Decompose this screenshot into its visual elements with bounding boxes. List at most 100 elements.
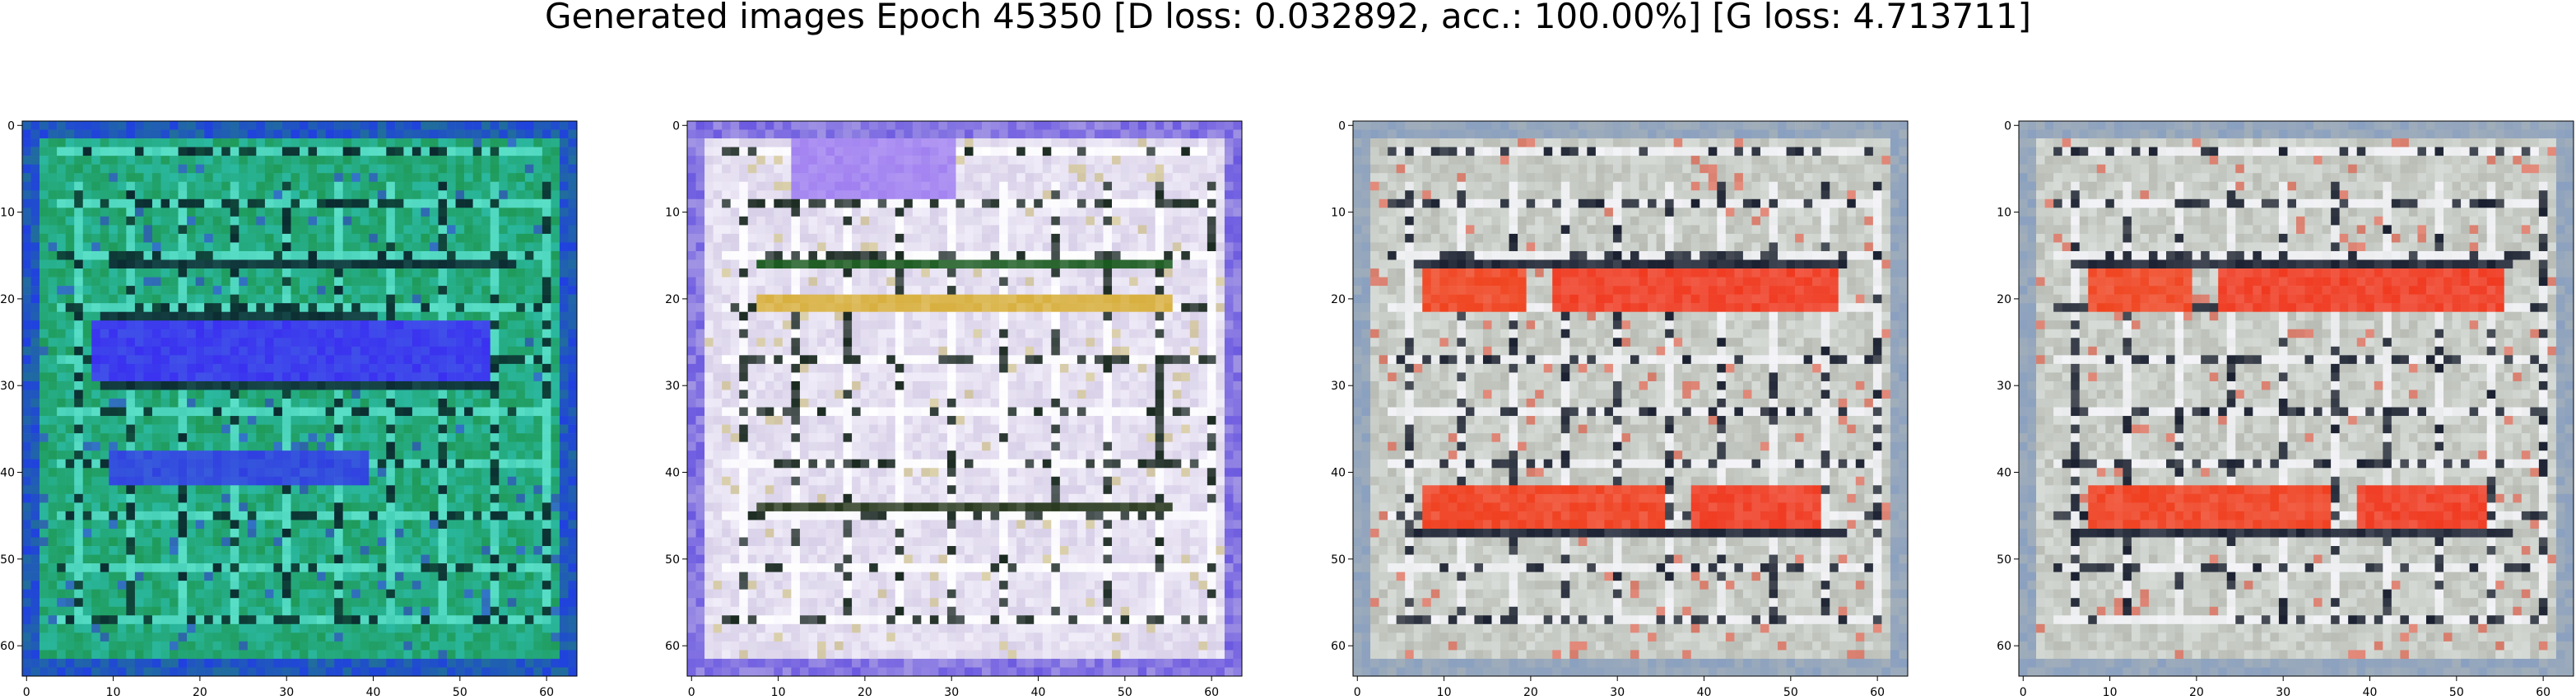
pixel: [265, 303, 274, 312]
pixel: [239, 546, 248, 555]
pixel: [309, 667, 318, 676]
pixel: [756, 173, 765, 182]
pixel: [568, 156, 577, 165]
pixel: [309, 650, 318, 659]
pixel: [473, 590, 482, 599]
pixel: [161, 650, 170, 659]
pixel: [213, 624, 222, 633]
pixel: [1016, 138, 1025, 147]
pixel: [991, 234, 1000, 243]
pixel: [542, 563, 551, 572]
pixel: [551, 433, 560, 442]
pixel: [886, 234, 895, 243]
pixel: [464, 468, 473, 477]
pixel: [221, 615, 230, 624]
pixel: [40, 520, 49, 529]
pixel: [74, 182, 83, 191]
pixel: [179, 511, 188, 520]
pixel: [265, 520, 274, 529]
pixel: [774, 208, 783, 217]
pixel: [551, 502, 560, 511]
pixel: [430, 546, 439, 555]
pixel: [982, 165, 991, 174]
pixel: [1016, 190, 1025, 199]
pixel: [126, 251, 135, 260]
pixel: [464, 381, 473, 390]
pixel: [861, 217, 870, 226]
pixel: [421, 251, 430, 260]
pixel: [1181, 190, 1190, 199]
pixel: [456, 268, 465, 278]
pixel: [533, 286, 542, 295]
pixel: [378, 563, 387, 572]
pixel: [360, 234, 370, 243]
pixel: [1138, 225, 1147, 234]
pixel: [351, 520, 360, 529]
pixel: [282, 242, 291, 251]
pixel: [568, 590, 577, 599]
pixel: [826, 234, 835, 243]
pixel: [31, 364, 40, 373]
pixel: [447, 251, 456, 260]
pixel: [343, 355, 352, 364]
pixel: [143, 338, 152, 347]
pixel: [1016, 182, 1025, 191]
pixel: [100, 355, 109, 364]
pixel: [239, 320, 248, 329]
pixel: [791, 199, 800, 208]
pixel: [360, 520, 370, 529]
pixel: [204, 408, 213, 417]
pixel: [91, 502, 100, 511]
pixel: [473, 338, 482, 347]
pixel: [248, 659, 257, 668]
pixel: [309, 433, 318, 442]
pixel: [291, 242, 300, 251]
pixel: [473, 494, 482, 503]
pixel: [516, 399, 525, 408]
pixel: [525, 338, 534, 347]
pixel: [895, 234, 904, 243]
pixel: [774, 173, 783, 182]
pixel: [551, 268, 560, 278]
pixel: [273, 590, 282, 599]
pixel: [326, 442, 335, 451]
pixel: [49, 225, 58, 234]
pixel: [516, 372, 525, 381]
pixel: [835, 130, 844, 139]
pixel: [213, 659, 222, 668]
pixel: [230, 450, 239, 460]
pixel: [109, 364, 118, 373]
pixel: [265, 581, 274, 590]
pixel: [369, 268, 378, 278]
pixel: [326, 416, 335, 425]
pixel: [395, 138, 404, 147]
pixel: [386, 364, 395, 373]
pixel: [869, 147, 878, 156]
pixel: [1216, 165, 1225, 174]
pixel: [861, 173, 870, 182]
pixel: [230, 502, 239, 511]
pixel: [378, 615, 387, 624]
pixel: [956, 208, 965, 217]
pixel: [221, 121, 230, 130]
pixel: [204, 494, 213, 503]
pixel: [109, 295, 118, 304]
pixel: [317, 546, 326, 555]
pixel: [913, 138, 922, 147]
pixel: [439, 156, 448, 165]
pixel: [447, 199, 456, 208]
pixel: [696, 190, 705, 199]
pixel: [118, 242, 127, 251]
pixel: [256, 450, 265, 460]
pixel: [1016, 165, 1025, 174]
pixel: [109, 312, 118, 321]
pixel: [100, 460, 109, 469]
pixel: [256, 130, 265, 139]
pixel: [473, 347, 482, 356]
x-tick-label: 10: [106, 686, 121, 699]
pixel: [1043, 121, 1052, 130]
pixel: [1008, 208, 1017, 217]
pixel: [525, 538, 534, 547]
pixel: [91, 450, 100, 460]
pixel: [473, 138, 482, 147]
